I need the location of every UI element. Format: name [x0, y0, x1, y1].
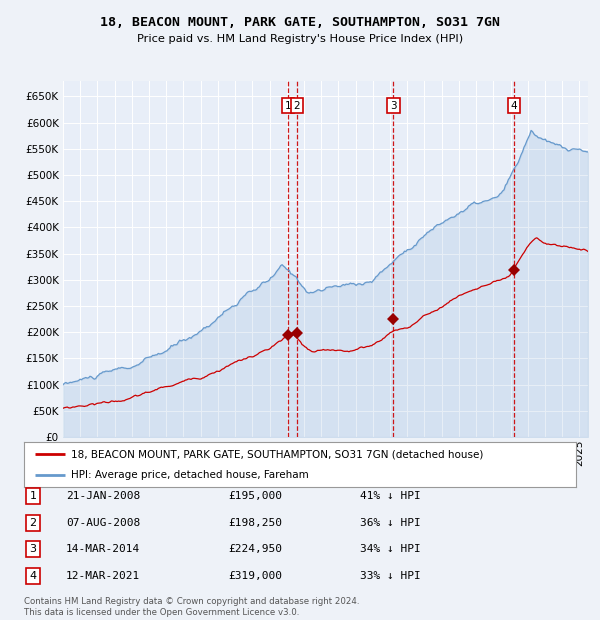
Text: £198,250: £198,250	[228, 518, 282, 528]
Text: 34% ↓ HPI: 34% ↓ HPI	[360, 544, 421, 554]
Text: 07-AUG-2008: 07-AUG-2008	[66, 518, 140, 528]
Text: 3: 3	[390, 100, 397, 110]
Text: £319,000: £319,000	[228, 571, 282, 581]
Text: 3: 3	[29, 544, 37, 554]
Text: 18, BEACON MOUNT, PARK GATE, SOUTHAMPTON, SO31 7GN: 18, BEACON MOUNT, PARK GATE, SOUTHAMPTON…	[100, 16, 500, 29]
Text: 4: 4	[511, 100, 517, 110]
Text: Price paid vs. HM Land Registry's House Price Index (HPI): Price paid vs. HM Land Registry's House …	[137, 34, 463, 44]
Text: Contains HM Land Registry data © Crown copyright and database right 2024.: Contains HM Land Registry data © Crown c…	[24, 597, 359, 606]
Text: 18, BEACON MOUNT, PARK GATE, SOUTHAMPTON, SO31 7GN (detached house): 18, BEACON MOUNT, PARK GATE, SOUTHAMPTON…	[71, 449, 483, 459]
Text: 4: 4	[29, 571, 37, 581]
Text: This data is licensed under the Open Government Licence v3.0.: This data is licensed under the Open Gov…	[24, 608, 299, 617]
Text: 2: 2	[294, 100, 301, 110]
Text: 12-MAR-2021: 12-MAR-2021	[66, 571, 140, 581]
Text: £195,000: £195,000	[228, 491, 282, 501]
Text: 41% ↓ HPI: 41% ↓ HPI	[360, 491, 421, 501]
Text: 36% ↓ HPI: 36% ↓ HPI	[360, 518, 421, 528]
Text: 33% ↓ HPI: 33% ↓ HPI	[360, 571, 421, 581]
Text: 1: 1	[29, 491, 37, 501]
Text: 14-MAR-2014: 14-MAR-2014	[66, 544, 140, 554]
Text: HPI: Average price, detached house, Fareham: HPI: Average price, detached house, Fare…	[71, 469, 308, 480]
Text: 1: 1	[284, 100, 291, 110]
Text: 2: 2	[29, 518, 37, 528]
Text: 21-JAN-2008: 21-JAN-2008	[66, 491, 140, 501]
Text: £224,950: £224,950	[228, 544, 282, 554]
